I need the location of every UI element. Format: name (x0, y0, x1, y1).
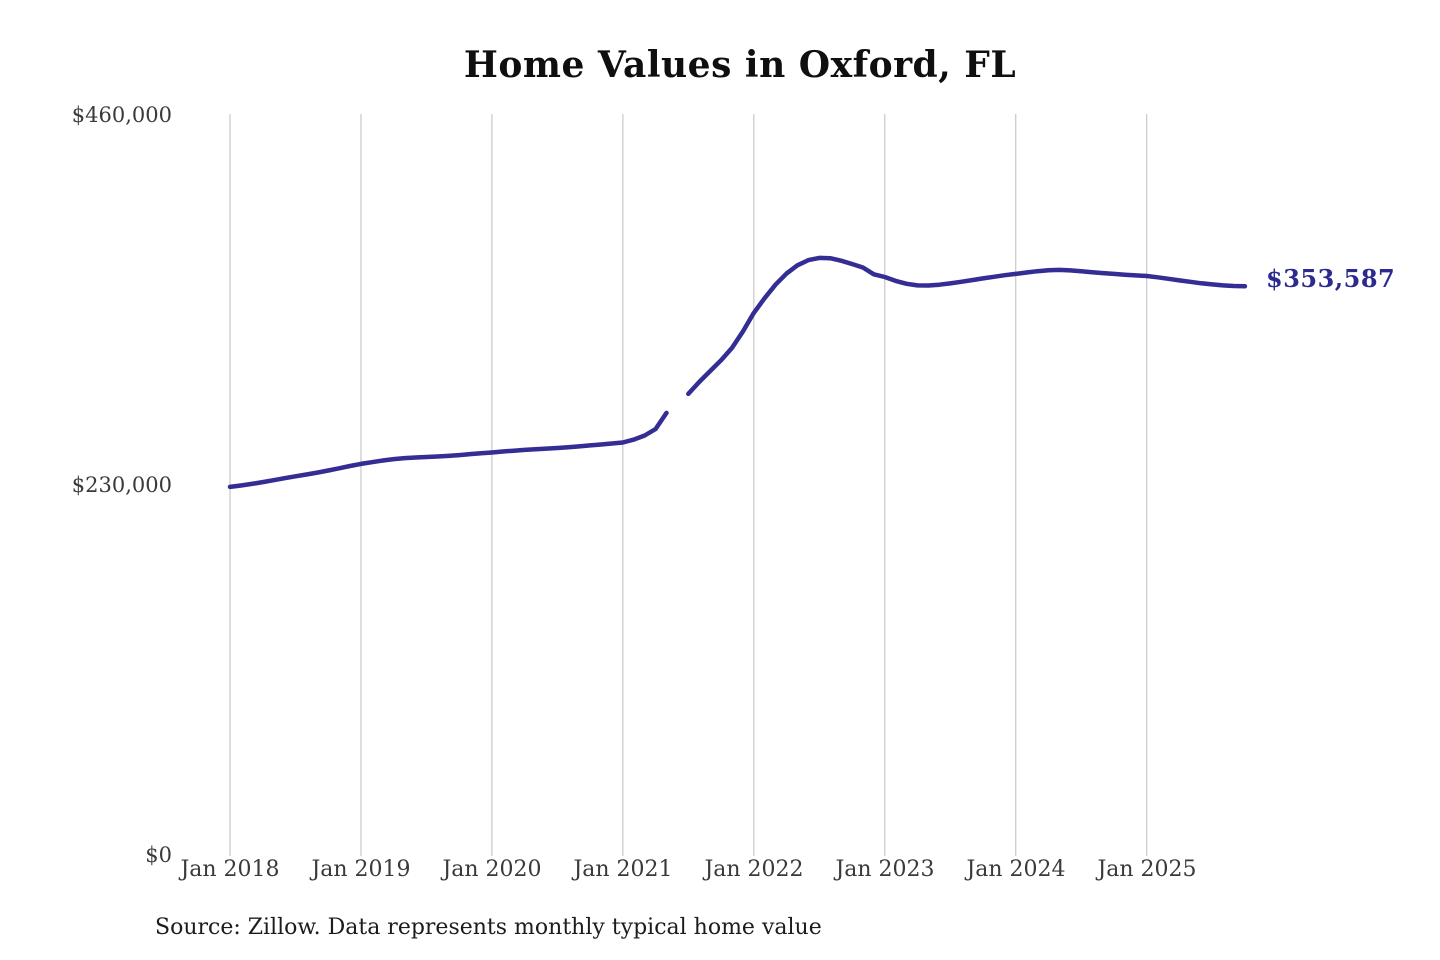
x-axis-tick-label-jan-2020: Jan 2020 (442, 857, 542, 882)
home-value-line-segment (686, 255, 1248, 397)
latest-value-label: $353,587 (1266, 264, 1396, 293)
x-axis-tick-label-jan-2024: Jan 2024 (966, 857, 1066, 882)
x-axis-tick-label-jan-2025: Jan 2025 (1097, 857, 1197, 882)
x-axis-tick-label-jan-2023: Jan 2023 (835, 857, 935, 882)
y-axis-tick-label-230000: $230,000 (71, 473, 172, 497)
x-axis-tick-label-jan-2022: Jan 2022 (704, 857, 804, 882)
x-axis-tick-label-jan-2018: Jan 2018 (180, 857, 280, 882)
chart-title: Home Values in Oxford, FL (463, 44, 1017, 86)
x-axis-tick-label-jan-2021: Jan 2021 (573, 857, 673, 882)
y-axis-tick-label-460000: $460,000 (71, 103, 172, 127)
source-note: Source: Zillow. Data represents monthly … (155, 915, 822, 940)
home-value-line-segment (227, 410, 669, 490)
y-axis-tick-label-0: $0 (145, 843, 172, 867)
x-axis-tick-label-jan-2019: Jan 2019 (311, 857, 411, 882)
